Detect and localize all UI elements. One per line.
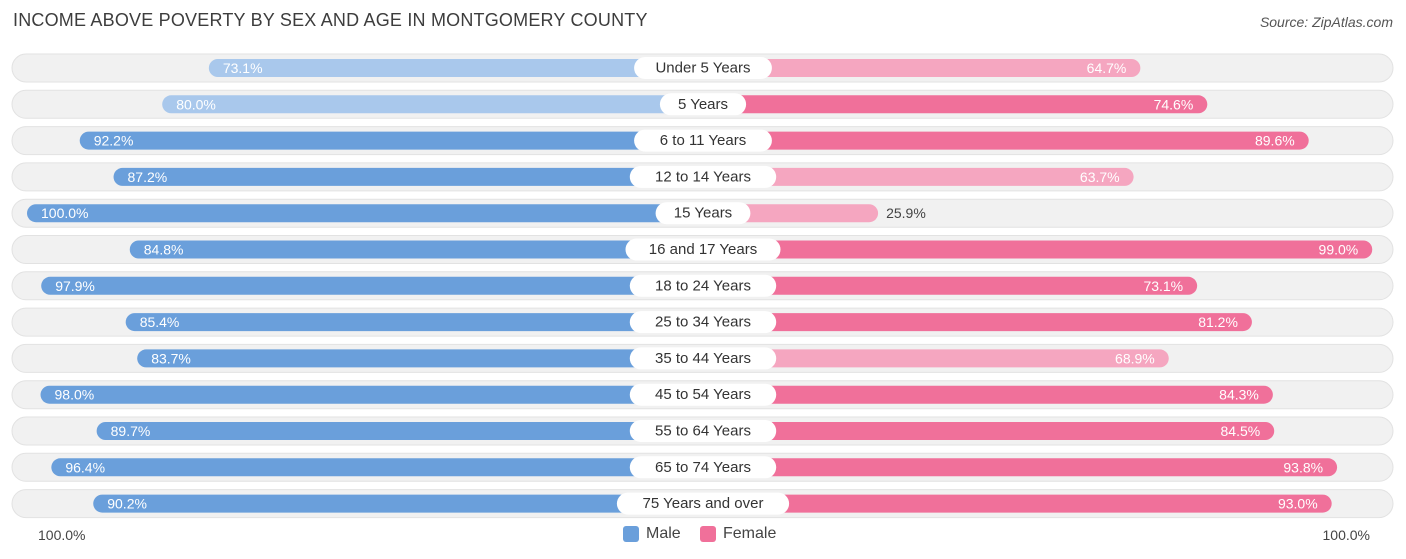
female-value-label: 93.0% bbox=[1278, 496, 1318, 512]
male-value-label: 87.2% bbox=[128, 169, 168, 185]
category-pill bbox=[655, 202, 751, 225]
male-bar[interactable] bbox=[40, 385, 703, 404]
male-bar[interactable] bbox=[129, 240, 703, 259]
male-value-label: 89.7% bbox=[111, 423, 151, 439]
category-label: 55 to 64 Years bbox=[655, 423, 751, 440]
female-swatch-icon bbox=[700, 526, 716, 542]
category-pill bbox=[629, 420, 777, 442]
female-bar[interactable] bbox=[703, 167, 1134, 186]
female-bar[interactable] bbox=[703, 422, 1275, 440]
category-label: 5 Years bbox=[678, 96, 728, 113]
female-bar[interactable] bbox=[703, 95, 1208, 114]
category-label: 75 Years and over bbox=[643, 495, 764, 512]
female-bar[interactable] bbox=[703, 240, 1373, 259]
female-bar[interactable] bbox=[703, 59, 1141, 77]
male-bar[interactable] bbox=[27, 204, 703, 223]
male-value-label: 84.8% bbox=[144, 242, 184, 258]
category-pill bbox=[629, 456, 777, 479]
male-value-label: 92.2% bbox=[94, 133, 134, 149]
category-label: 65 to 74 Years bbox=[655, 459, 751, 476]
category-label: 45 to 54 Years bbox=[655, 386, 751, 403]
category-label: 35 to 44 Years bbox=[655, 350, 751, 367]
female-bar[interactable] bbox=[703, 494, 1332, 513]
category-pill bbox=[629, 165, 777, 188]
male-value-label: 97.9% bbox=[55, 278, 95, 294]
axis-label-right: 100.0% bbox=[1322, 527, 1370, 543]
legend-item-female[interactable]: Female bbox=[700, 525, 776, 543]
female-value-label: 99.0% bbox=[1319, 242, 1359, 258]
category-pill bbox=[634, 129, 772, 152]
male-value-label: 100.0% bbox=[41, 205, 88, 221]
male-bar[interactable] bbox=[79, 131, 703, 150]
male-value-label: 90.2% bbox=[107, 496, 147, 512]
male-value-label: 96.4% bbox=[65, 459, 105, 475]
female-bar[interactable] bbox=[703, 276, 1198, 295]
chart-title: INCOME ABOVE POVERTY BY SEX AND AGE IN M… bbox=[13, 10, 648, 30]
legend-item-male[interactable]: Male bbox=[623, 525, 681, 543]
male-swatch-icon bbox=[623, 526, 639, 542]
female-bar[interactable] bbox=[703, 385, 1273, 404]
female-value-label: 89.6% bbox=[1255, 133, 1295, 149]
category-pill bbox=[659, 93, 747, 116]
category-pill bbox=[634, 57, 772, 79]
category-pill bbox=[629, 347, 777, 370]
female-value-label: 73.1% bbox=[1143, 278, 1183, 294]
legend-label-female: Female bbox=[723, 525, 777, 542]
male-bar[interactable] bbox=[113, 167, 703, 186]
male-bar[interactable] bbox=[162, 95, 703, 114]
female-bar[interactable] bbox=[703, 458, 1338, 477]
male-bar[interactable] bbox=[137, 349, 704, 368]
female-value-label: 84.5% bbox=[1221, 423, 1261, 439]
category-label: 18 to 24 Years bbox=[655, 277, 751, 294]
male-value-label: 73.1% bbox=[223, 60, 263, 76]
category-label: 25 to 34 Years bbox=[655, 314, 751, 331]
category-pill bbox=[629, 383, 777, 406]
female-value-label: 93.8% bbox=[1283, 459, 1323, 475]
axis-label-left: 100.0% bbox=[38, 527, 86, 543]
female-bar[interactable] bbox=[703, 313, 1252, 332]
male-value-label: 98.0% bbox=[55, 387, 95, 403]
female-value-label: 68.9% bbox=[1115, 350, 1155, 366]
female-value-label: 64.7% bbox=[1087, 60, 1127, 76]
male-value-label: 83.7% bbox=[151, 350, 191, 366]
male-bar[interactable] bbox=[125, 313, 704, 332]
source-label: Source: ZipAtlas.com bbox=[1259, 14, 1393, 30]
chart-area: 73.1% 64.7% Under 5 Years 80.0% 74.6% 5 Years… bbox=[11, 53, 1394, 519]
category-label: 12 to 14 Years bbox=[655, 168, 751, 185]
male-bar[interactable] bbox=[208, 59, 703, 77]
female-value-label: 81.2% bbox=[1198, 314, 1238, 330]
female-bar[interactable] bbox=[703, 349, 1169, 368]
female-bar[interactable] bbox=[703, 131, 1309, 150]
category-label: 15 Years bbox=[674, 205, 732, 222]
male-bar[interactable] bbox=[51, 458, 703, 477]
category-pill bbox=[629, 274, 777, 297]
male-value-label: 80.0% bbox=[176, 96, 216, 112]
category-label: 6 to 11 Years bbox=[660, 132, 746, 149]
male-value-label: 85.4% bbox=[140, 314, 180, 330]
category-label: 16 and 17 Years bbox=[649, 241, 757, 258]
category-pill bbox=[616, 492, 790, 515]
category-pill bbox=[629, 311, 777, 334]
male-bar[interactable] bbox=[93, 494, 704, 513]
category-label: Under 5 Years bbox=[655, 60, 750, 77]
male-bar[interactable] bbox=[96, 422, 704, 440]
category-pill bbox=[625, 238, 781, 261]
male-bar[interactable] bbox=[41, 276, 704, 295]
female-value-label: 63.7% bbox=[1080, 169, 1120, 185]
female-value-label: 74.6% bbox=[1154, 96, 1194, 112]
female-value-label: 84.3% bbox=[1219, 387, 1259, 403]
legend: Male Female bbox=[0, 523, 1406, 545]
female-value-label: 25.9% bbox=[886, 205, 926, 221]
legend-label-male: Male bbox=[646, 525, 681, 542]
